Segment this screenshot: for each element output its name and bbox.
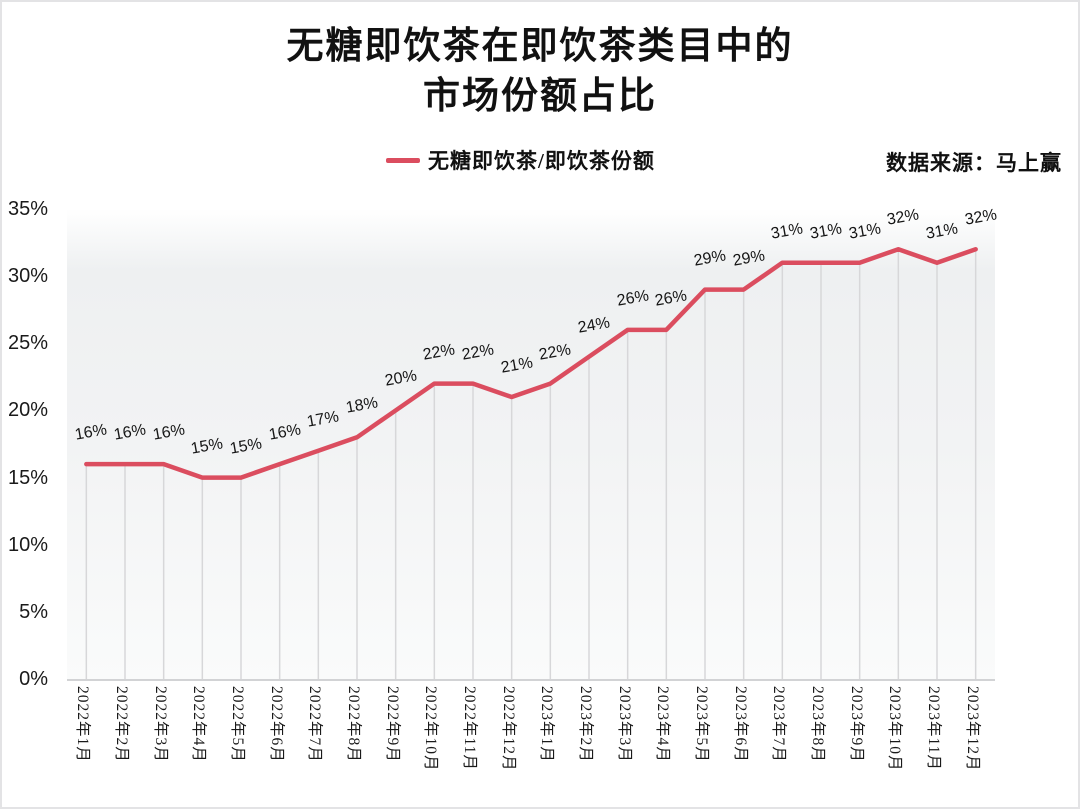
- x-axis-tick-label: 2022年3月: [151, 686, 169, 763]
- x-axis-tick-label: 2023年3月: [615, 686, 633, 763]
- x-axis-tick-label: 2022年9月: [383, 686, 401, 763]
- x-axis-tick-label: 2022年11月: [461, 686, 478, 771]
- y-axis-tick-label: 20%: [7, 399, 48, 422]
- legend-line-swatch: [386, 157, 420, 163]
- x-axis-tick-label: 2022年8月: [345, 686, 362, 763]
- chart-title-line2: 市场份额占比: [423, 76, 657, 117]
- y-axis-tick-label: 10%: [7, 533, 48, 556]
- y-axis-tick-label: 15%: [7, 466, 48, 489]
- y-axis-tick-label: 0%: [19, 668, 48, 690]
- x-axis-tick-label: 2023年4月: [654, 686, 672, 763]
- x-axis-tick-label: 2023年6月: [731, 686, 749, 763]
- x-axis-tick-label: 2022年2月: [113, 686, 130, 763]
- x-axis-tick-label: 2022年7月: [306, 686, 324, 763]
- x-axis-tick-label: 2022年10月: [422, 686, 440, 772]
- x-axis-tick-label: 2023年11月: [925, 686, 942, 771]
- legend-series-label: 无糖即饮茶/即饮茶份额: [428, 149, 655, 173]
- x-axis-tick-label: 2022年4月: [190, 686, 208, 763]
- x-axis-tick-label: 2023年2月: [577, 686, 594, 763]
- y-axis-tick-label: 35%: [7, 198, 48, 220]
- chart-title: 无糖即饮茶在即饮茶类目中的 市场份额占比: [2, 22, 1078, 122]
- data-source-label: 数据来源：马上赢: [886, 151, 1062, 175]
- x-axis-tick-label: 2023年10月: [886, 686, 904, 772]
- x-axis-tick-label: 2023年12月: [963, 686, 981, 772]
- x-axis-tick-label: 2023年9月: [847, 686, 865, 763]
- x-axis-tick-label: 2022年6月: [267, 686, 285, 763]
- x-axis-tick-label: 2023年1月: [538, 686, 556, 763]
- y-axis-tick-label: 25%: [7, 332, 48, 355]
- x-axis-tick-label: 2023年7月: [770, 686, 788, 763]
- x-axis-tick-label: 2023年8月: [809, 686, 826, 763]
- x-axis-tick-label: 2022年5月: [229, 686, 246, 763]
- legend: 无糖即饮茶/即饮茶份额: [386, 145, 655, 175]
- plot-area: [67, 209, 995, 681]
- x-axis-tick-label: 2022年12月: [499, 686, 517, 772]
- legend-row: 无糖即饮茶/即饮茶份额 数据来源：马上赢: [2, 145, 1078, 175]
- x-axis-tick-label: 2023年5月: [693, 686, 710, 763]
- series-line: [84, 247, 978, 480]
- y-axis-tick-label: 5%: [19, 600, 48, 623]
- y-axis-tick-label: 30%: [7, 265, 48, 288]
- x-axis-tick-label: 2022年1月: [74, 686, 92, 763]
- chart-title-line1: 无糖即饮茶在即饮茶类目中的: [286, 26, 794, 67]
